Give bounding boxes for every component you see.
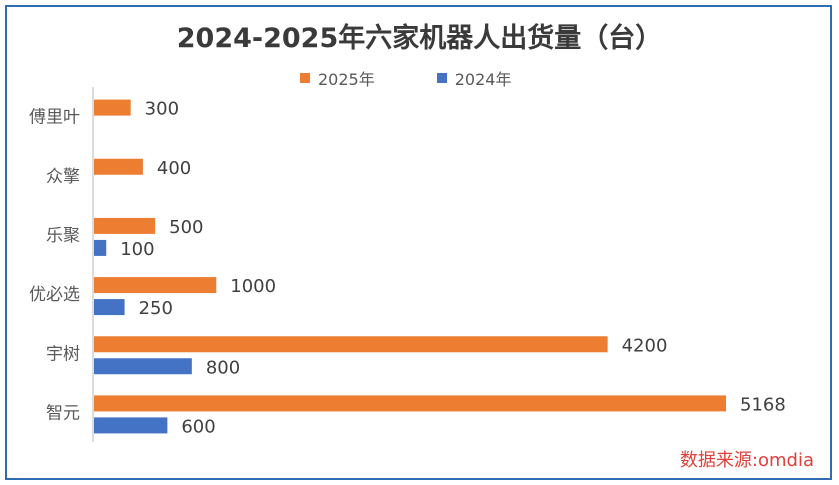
data-label: 800 [206,357,240,378]
data-label: 300 [145,99,179,120]
bar [94,358,192,375]
chart-title: 2024-2025年六家机器人出货量（台） [176,23,663,54]
data-label: 5168 [740,394,786,415]
bar [94,239,107,256]
bar [94,336,608,353]
legend-label-2024: 2024年 [454,70,512,89]
data-label: 600 [181,416,215,437]
data-label: 100 [120,239,154,260]
data-label: 400 [157,158,191,179]
data-label: 4200 [622,335,668,356]
bar [94,299,125,316]
legend-swatch-2025 [300,73,310,83]
category-label: 乐聚 [46,226,80,246]
category-label: 智元 [46,403,80,423]
category-label: 宇树 [46,344,80,364]
source-note: 数据来源:omdia [679,450,814,471]
bar [94,158,143,175]
category-label: 傅里叶 [29,108,80,128]
category-label: 众擎 [46,167,80,187]
bar [94,217,156,234]
data-label: 1000 [230,276,276,297]
bar [94,99,131,116]
legend: 2025年 2024年 [300,66,573,90]
category-label: 优必选 [29,285,80,305]
legend-label-2025: 2025年 [318,70,375,89]
data-label: 250 [139,298,173,319]
legend-item-2025: 2025年 [300,66,375,90]
data-label: 500 [169,217,203,238]
legend-item-2024: 2024年 [436,66,512,90]
bar [94,417,168,434]
legend-swatch-2024 [436,73,447,83]
bar [94,277,217,294]
bar [94,395,726,412]
